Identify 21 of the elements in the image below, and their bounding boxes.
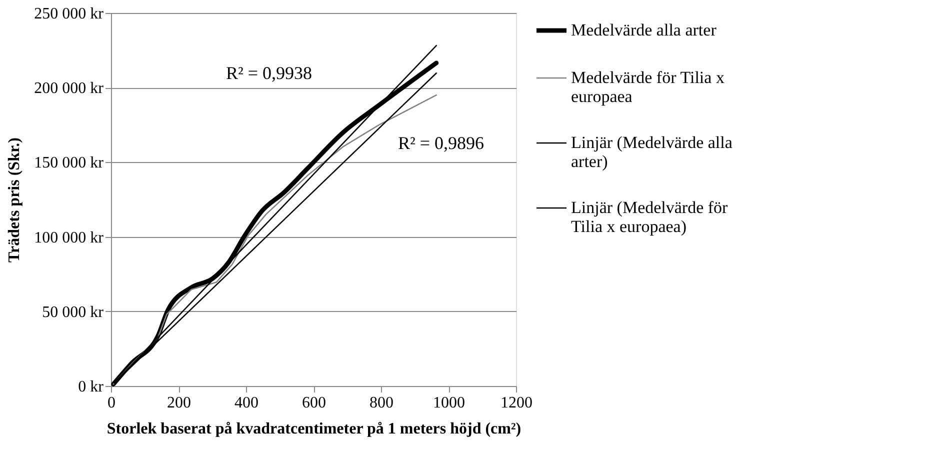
x-tick-label: 200 — [167, 394, 191, 412]
x-tick-label: 0 — [108, 394, 116, 412]
y-tick-label: 50 000 kr — [42, 304, 104, 321]
x-tick-label: 400 — [234, 394, 258, 412]
y-axis-title: Trädets pris (Skr.) — [6, 138, 24, 262]
annotation: R² = 0,9896 — [398, 133, 484, 153]
y-tick-label: 150 000 kr — [34, 154, 104, 172]
x-tick-label: 1200 — [500, 394, 532, 412]
x-tick-label: 1000 — [433, 394, 465, 412]
legend-label: Medelvärde för Tilia x europaea — [571, 68, 725, 106]
legend-label: Medelvärde alla arter — [571, 20, 717, 40]
x-tick-label: 800 — [370, 394, 394, 412]
x-tick-label: 600 — [302, 394, 326, 412]
annotation: R² = 0,9938 — [226, 63, 312, 83]
y-tick-label: 0 kr — [78, 378, 104, 396]
legend-label: Linjär (Medelvärde alla arter) — [571, 133, 733, 171]
x-axis-title: Storlek baserat på kvadratcentimeter på 1 meters höjd (cm²) — [106, 420, 522, 438]
y-tick-label: 200 000 kr — [34, 80, 104, 98]
y-tick-label: 250 000 kr — [34, 6, 104, 22]
legend-label: Linjär (Medelvärde för Tilia x europaea) — [571, 198, 728, 236]
y-tick-label: 100 000 kr — [34, 229, 104, 246]
